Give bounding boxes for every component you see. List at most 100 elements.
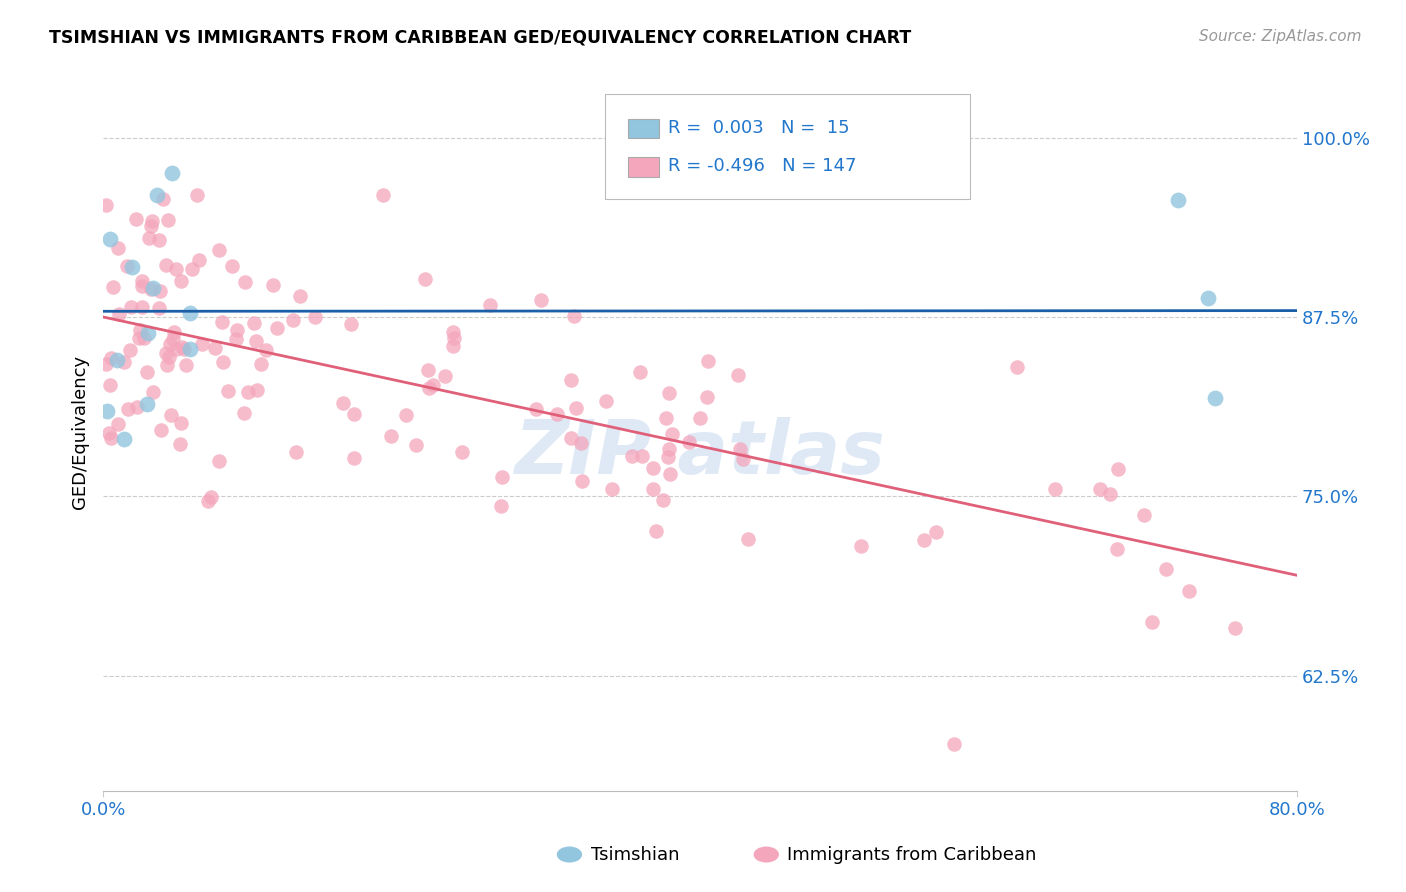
- Point: [94, 198, 117, 212]
- Text: ZIP atlas: ZIP atlas: [515, 417, 886, 490]
- Point: [141, 282, 163, 296]
- Point: [197, 494, 219, 508]
- Point: [136, 366, 159, 380]
- Point: [107, 307, 129, 321]
- Point: [138, 231, 160, 245]
- Point: [1045, 482, 1067, 496]
- Point: [689, 410, 711, 425]
- Point: [225, 332, 247, 346]
- Point: [620, 449, 643, 463]
- Point: [97, 425, 120, 440]
- Point: [380, 428, 402, 442]
- Point: [94, 357, 117, 371]
- Point: [160, 408, 183, 422]
- Point: [100, 431, 122, 445]
- Point: [149, 284, 172, 298]
- Point: [1098, 486, 1121, 500]
- Point: [925, 524, 948, 539]
- Point: [1167, 193, 1189, 207]
- Point: [733, 452, 755, 467]
- Point: [142, 281, 165, 295]
- Point: [152, 192, 174, 206]
- Point: [1107, 542, 1129, 557]
- Point: [737, 532, 759, 546]
- Point: [162, 332, 184, 346]
- Point: [644, 524, 666, 538]
- Point: [170, 340, 193, 354]
- Point: [1007, 360, 1029, 375]
- Point: [103, 280, 125, 294]
- Point: [156, 358, 179, 372]
- Point: [132, 331, 155, 345]
- Point: [236, 384, 259, 399]
- Point: [159, 337, 181, 351]
- Y-axis label: GED/Equivalency: GED/Equivalency: [72, 355, 89, 508]
- Point: [560, 373, 582, 387]
- Point: [245, 334, 267, 348]
- Point: [226, 322, 249, 336]
- Point: [450, 445, 472, 459]
- Point: [661, 426, 683, 441]
- Point: [179, 306, 201, 320]
- Point: [478, 298, 501, 312]
- Point: [565, 401, 588, 416]
- Point: [266, 321, 288, 335]
- Point: [658, 467, 681, 482]
- Point: [443, 331, 465, 345]
- Point: [290, 289, 312, 303]
- Point: [343, 407, 366, 421]
- Point: [849, 539, 872, 553]
- Point: [652, 493, 675, 508]
- Point: [121, 260, 143, 274]
- Point: [727, 368, 749, 382]
- Point: [148, 301, 170, 315]
- Point: [1177, 583, 1199, 598]
- Point: [100, 351, 122, 365]
- Point: [204, 341, 226, 355]
- Point: [1088, 482, 1111, 496]
- Point: [155, 345, 177, 359]
- Point: [112, 355, 135, 369]
- Point: [1223, 621, 1246, 635]
- Point: [569, 435, 592, 450]
- Point: [422, 377, 444, 392]
- Point: [150, 423, 173, 437]
- Point: [658, 442, 681, 456]
- Point: [125, 211, 148, 226]
- Point: [131, 300, 153, 314]
- Point: [1140, 615, 1163, 630]
- Point: [120, 343, 142, 358]
- Point: [658, 385, 681, 400]
- Point: [524, 402, 547, 417]
- Point: [728, 442, 751, 456]
- Point: [131, 278, 153, 293]
- Point: [157, 350, 180, 364]
- Point: [139, 219, 162, 233]
- Point: [332, 396, 354, 410]
- Point: [371, 188, 394, 202]
- Point: [283, 312, 305, 326]
- Point: [221, 260, 243, 274]
- Point: [233, 275, 256, 289]
- Point: [250, 357, 273, 371]
- Text: R =  0.003   N =  15: R = 0.003 N = 15: [668, 119, 849, 136]
- Point: [135, 397, 157, 411]
- Point: [943, 737, 966, 751]
- Point: [165, 261, 187, 276]
- Point: [211, 315, 233, 329]
- Text: R = -0.496   N = 147: R = -0.496 N = 147: [668, 157, 856, 175]
- Point: [208, 244, 231, 258]
- Point: [655, 410, 678, 425]
- Point: [262, 278, 284, 293]
- Point: [243, 316, 266, 330]
- Point: [169, 437, 191, 451]
- Point: [1107, 462, 1129, 476]
- Point: [339, 317, 361, 331]
- Point: [571, 475, 593, 489]
- Point: [595, 394, 617, 409]
- Point: [217, 384, 239, 399]
- Point: [1204, 391, 1226, 405]
- Text: Source: ZipAtlas.com: Source: ZipAtlas.com: [1198, 29, 1361, 44]
- Point: [395, 408, 418, 422]
- Point: [343, 451, 366, 466]
